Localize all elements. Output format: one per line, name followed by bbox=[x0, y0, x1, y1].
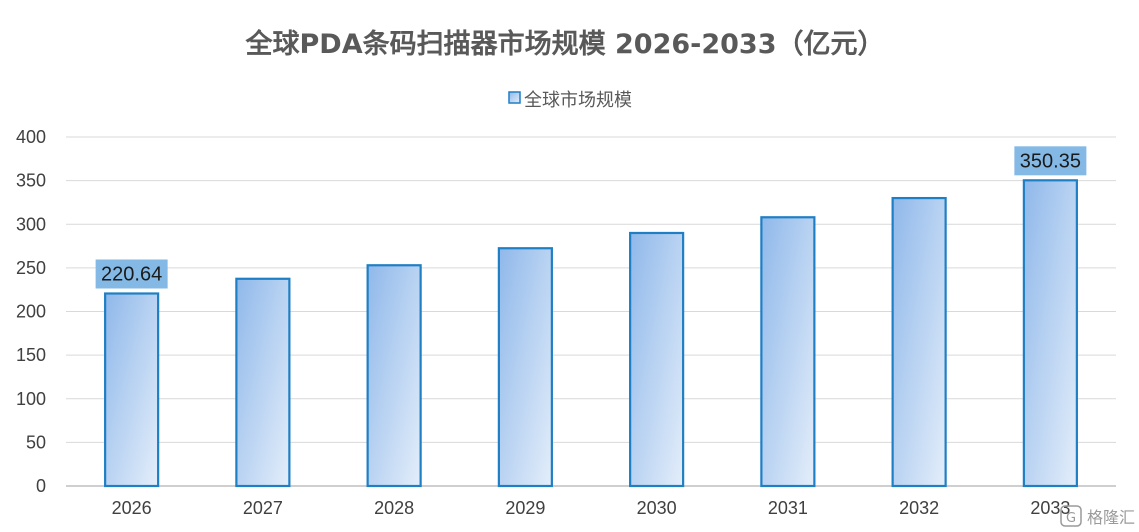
legend-swatch bbox=[508, 91, 521, 104]
y-tick-label: 200 bbox=[16, 302, 46, 322]
bars bbox=[104, 179, 1078, 488]
gridlines bbox=[66, 136, 1116, 487]
watermark-logo-icon bbox=[1060, 505, 1082, 527]
y-tick-label: 250 bbox=[16, 258, 46, 278]
bar-2032 bbox=[891, 196, 947, 488]
y-axis-ticks: 0 50 100 150 200 250 300 350 400 bbox=[16, 127, 46, 496]
y-tick-label: 300 bbox=[16, 214, 46, 234]
chart-title: 全球PDA条码扫描器市场规模 2026-2033（亿元） bbox=[245, 28, 885, 60]
x-tick-label: 2033 bbox=[1030, 498, 1070, 518]
y-tick-label: 150 bbox=[16, 345, 46, 365]
x-tick-label: 2028 bbox=[374, 498, 414, 518]
bar-2031 bbox=[760, 216, 816, 488]
bar-2029 bbox=[497, 247, 553, 488]
data-label-box bbox=[1014, 146, 1087, 176]
data-label: 220.64 bbox=[101, 263, 162, 285]
legend-label: 全球市场规模 bbox=[524, 90, 632, 111]
data-labels: 220.64 350.35 bbox=[95, 146, 1087, 289]
x-tick-label: 2032 bbox=[899, 498, 939, 518]
x-tick-label: 2031 bbox=[768, 498, 808, 518]
x-tick-label: 2027 bbox=[243, 498, 283, 518]
watermark: G 格隆汇 bbox=[1060, 505, 1135, 527]
data-label: 350.35 bbox=[1020, 150, 1081, 172]
bar-2028 bbox=[366, 264, 422, 488]
y-tick-label: 350 bbox=[16, 171, 46, 191]
bar-2026 bbox=[104, 292, 160, 488]
y-tick-label: 0 bbox=[36, 476, 46, 496]
x-tick-label: 2030 bbox=[637, 498, 677, 518]
x-tick-label: 2029 bbox=[505, 498, 545, 518]
y-tick-label: 50 bbox=[26, 432, 46, 452]
watermark-logo-letter: G bbox=[1066, 511, 1076, 526]
bar-2030 bbox=[629, 231, 685, 488]
x-axis-ticks: 2026 2027 2028 2029 2030 2031 2032 2033 bbox=[112, 498, 1071, 518]
legend: 全球市场规模 bbox=[508, 90, 632, 111]
x-tick-label: 2026 bbox=[112, 498, 152, 518]
y-tick-label: 400 bbox=[16, 127, 46, 147]
bar-2033 bbox=[1022, 179, 1078, 488]
watermark-text: 格隆汇 bbox=[1087, 508, 1135, 527]
bar-2027 bbox=[235, 277, 291, 488]
data-label-box bbox=[95, 259, 168, 289]
y-tick-label: 100 bbox=[16, 389, 46, 409]
